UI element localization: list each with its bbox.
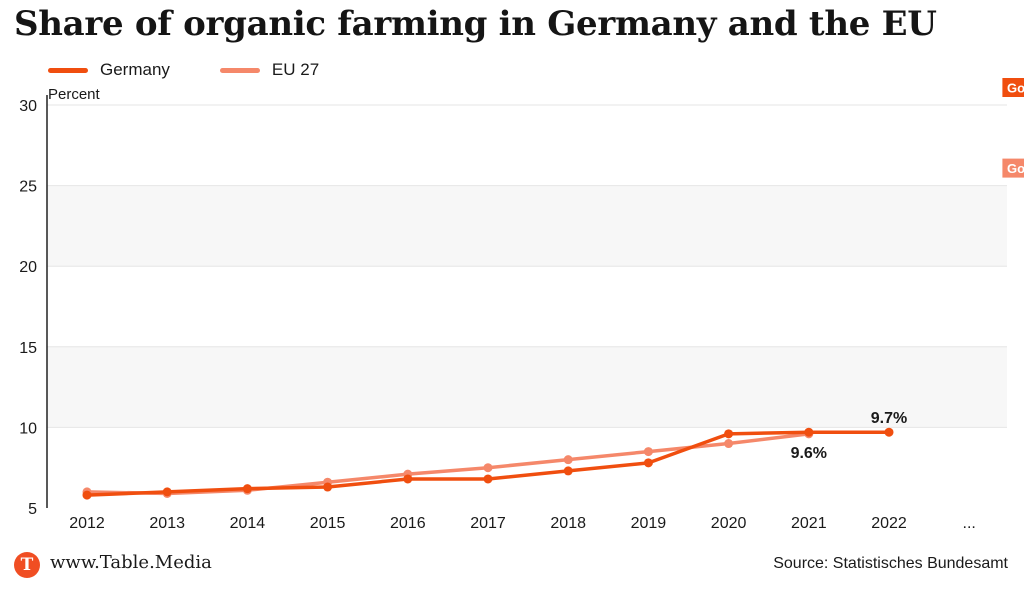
footer-url: www.Table.Media bbox=[50, 552, 212, 573]
grid-band bbox=[47, 185, 1007, 267]
x-tick-label: 2017 bbox=[470, 515, 506, 532]
data-point-germany bbox=[563, 466, 573, 476]
x-tick-label: 2019 bbox=[631, 515, 667, 532]
x-tick-label: ... bbox=[963, 515, 976, 532]
data-point-eu bbox=[563, 455, 573, 465]
x-tick-label: 2016 bbox=[390, 515, 426, 532]
data-point-eu bbox=[483, 463, 493, 473]
legend-label-eu: EU 27 bbox=[271, 60, 320, 79]
legend-swatch-eu bbox=[219, 67, 260, 73]
table-media-logo-icon: T bbox=[14, 552, 40, 578]
data-point-germany bbox=[162, 487, 172, 497]
y-tick-label: 30 bbox=[19, 98, 37, 115]
x-tick-label: 2020 bbox=[711, 515, 747, 532]
y-tick-label: 15 bbox=[19, 340, 37, 357]
data-point-eu bbox=[643, 447, 653, 457]
data-label: 9.6% bbox=[791, 445, 827, 462]
legend-swatch-germany bbox=[48, 67, 88, 73]
goal-label: Goal: 30% bbox=[1007, 81, 1024, 96]
data-label: 9.7% bbox=[871, 410, 907, 427]
goal-label-box bbox=[1002, 78, 1024, 97]
y-axis-label: Percent bbox=[48, 86, 101, 103]
chart-title: Share of organic farming in Germany and … bbox=[14, 4, 937, 44]
x-tick-label: 2015 bbox=[310, 515, 346, 532]
data-point-germany bbox=[82, 490, 92, 500]
data-point-germany bbox=[242, 484, 252, 494]
x-tick-label: 2021 bbox=[791, 515, 827, 532]
data-point-germany bbox=[804, 427, 814, 437]
footer-source: Source: Statistisches Bundesamt bbox=[773, 555, 1008, 572]
data-point-eu bbox=[724, 439, 734, 449]
x-tick-label: 2022 bbox=[871, 515, 907, 532]
data-point-germany bbox=[483, 474, 493, 484]
legend: Germany EU 27 bbox=[48, 58, 369, 82]
data-point-germany bbox=[884, 427, 894, 437]
x-tick-label: 2013 bbox=[149, 515, 185, 532]
legend-label-germany: Germany bbox=[100, 60, 170, 79]
x-tick-label: 2012 bbox=[69, 515, 105, 532]
line-chart: 5 10 15 20 25 30 Percent 2012 2013 2014 2015 2016 20… bbox=[19, 78, 1024, 532]
goal-label: Goal: 25% bbox=[1007, 161, 1024, 176]
y-tick-label: 20 bbox=[19, 259, 37, 276]
y-tick-label: 25 bbox=[19, 179, 37, 196]
data-point-germany bbox=[403, 474, 413, 484]
y-tick-label: 5 bbox=[28, 501, 37, 518]
grid-band bbox=[47, 346, 1007, 428]
goal-label-box bbox=[1002, 158, 1024, 178]
data-point-germany bbox=[724, 429, 734, 439]
data-point-germany bbox=[323, 482, 333, 492]
legend-item-germany: Germany bbox=[48, 60, 170, 80]
y-tick-label: 10 bbox=[19, 420, 37, 437]
x-tick-label: 2018 bbox=[550, 515, 586, 532]
data-point-germany bbox=[643, 458, 653, 468]
legend-item-eu: EU 27 bbox=[219, 60, 320, 80]
x-tick-label: 2014 bbox=[230, 515, 266, 532]
